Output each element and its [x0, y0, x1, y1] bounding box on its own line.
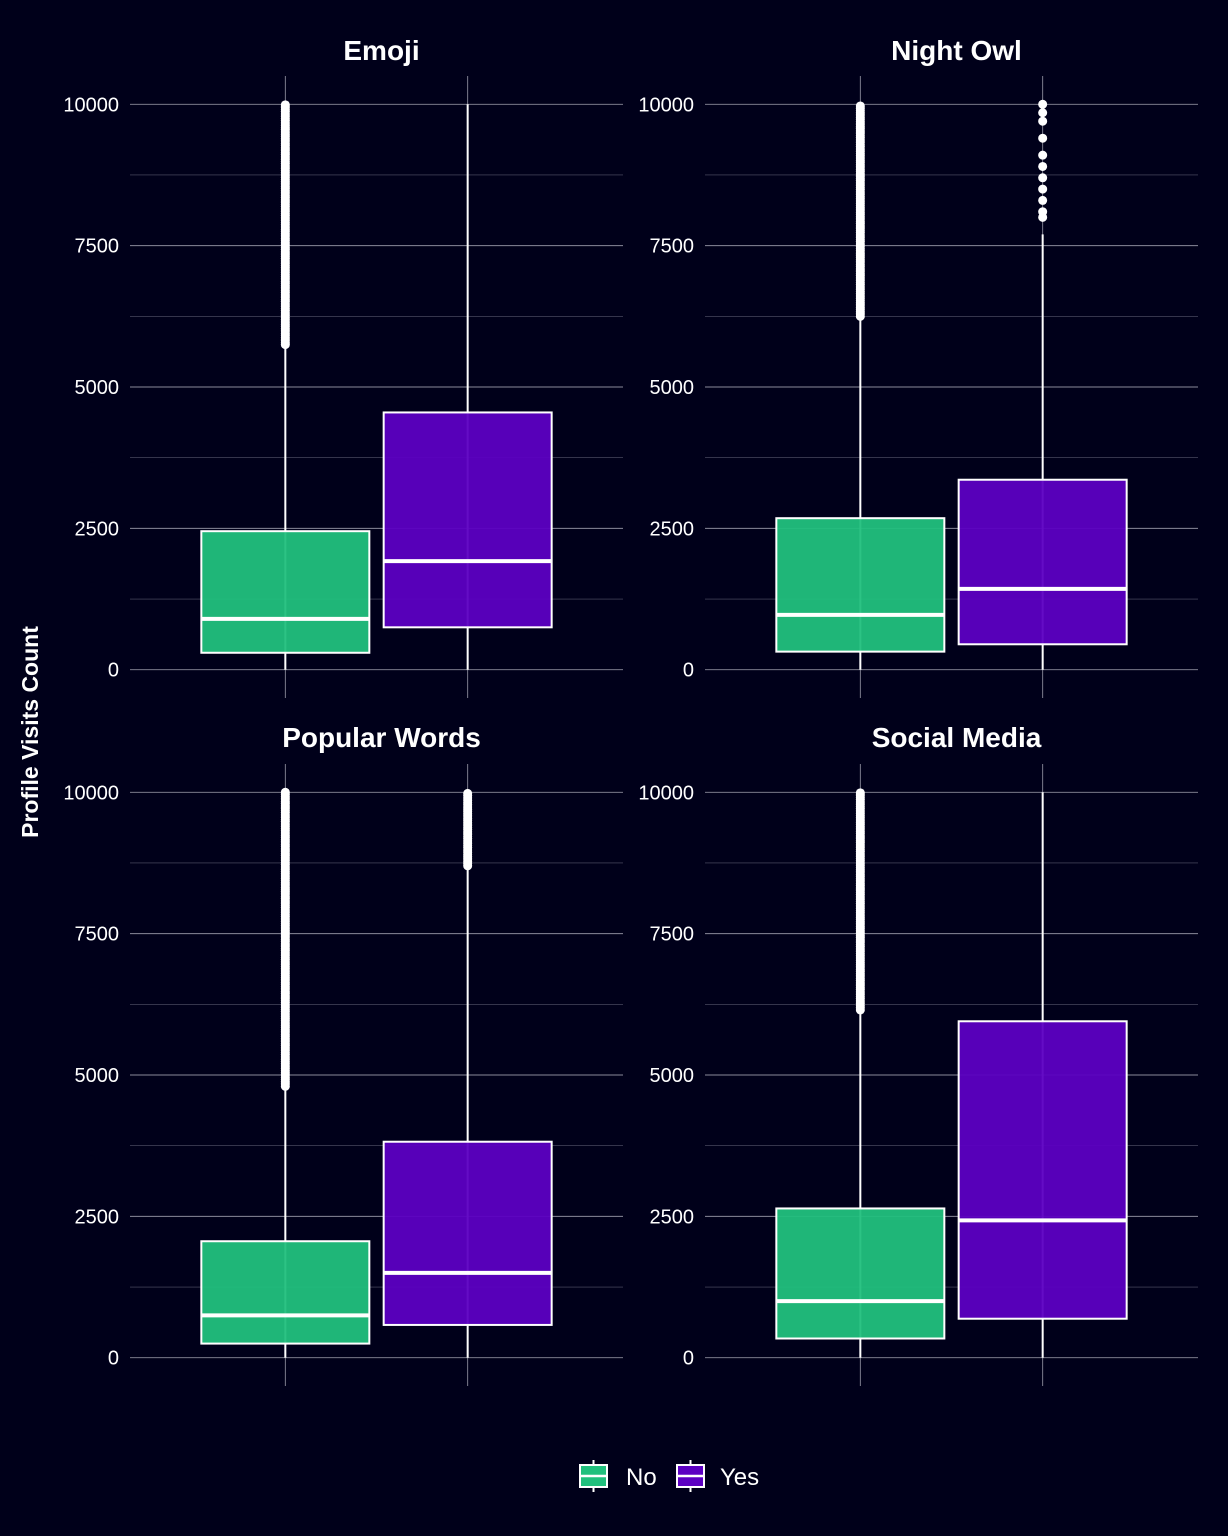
outlier-point: [855, 101, 865, 111]
outlier-point: [463, 788, 473, 798]
y-tick-label: 10000: [63, 94, 119, 116]
y-tick-label: 0: [683, 660, 694, 682]
outlier-point: [1038, 207, 1048, 217]
box-iqr: [957, 1020, 1128, 1320]
box-no: [200, 100, 371, 670]
box-iqr: [382, 1140, 553, 1326]
box-iqr: [200, 530, 371, 654]
panel-title: Social Media: [872, 722, 1042, 753]
outlier-point: [1038, 133, 1048, 143]
y-tick-label: 2500: [75, 1206, 120, 1228]
y-tick-label: 5000: [650, 377, 695, 399]
box-no: [200, 787, 371, 1358]
box-iqr: [775, 517, 946, 653]
box-no: [775, 101, 946, 670]
box-iqr: [200, 1240, 371, 1345]
facet-panels: Emoji 0 2500 5000 7500 10000 Night Owl 0 2500 500…: [63, 35, 1198, 1386]
y-tick-label: 2500: [650, 518, 695, 540]
legend-label: No: [626, 1464, 657, 1491]
panel-social-media: Social Media 0 2500 5000 7500 10000: [638, 722, 1198, 1386]
panel-title: Night Owl: [891, 35, 1022, 66]
outlier-point: [1038, 116, 1048, 126]
box-yes: [957, 792, 1128, 1358]
box-yes: [957, 99, 1128, 670]
panel-title: Popular Words: [282, 722, 481, 753]
panel-title: Emoji: [343, 35, 419, 66]
y-tick-label: 5000: [650, 1065, 695, 1087]
y-tick-label: 7500: [650, 236, 695, 258]
y-tick-label: 2500: [75, 518, 120, 540]
box-no: [775, 788, 946, 1358]
outlier-point: [1038, 108, 1048, 118]
box-iqr: [775, 1207, 946, 1340]
outlier-point: [1038, 184, 1048, 194]
panel-night-owl: Night Owl 0 2500 5000 7500 10000: [638, 35, 1198, 698]
y-tick-label: 5000: [75, 1065, 120, 1087]
outlier-point: [855, 788, 865, 798]
panel-popular-words: Popular Words 0 2500 5000 7500 10000: [63, 722, 623, 1386]
legend-item-yes: Yes: [676, 1460, 759, 1492]
outlier-point: [1038, 195, 1048, 205]
outlier-point: [280, 100, 290, 110]
y-axis-label: Profile Visits Count: [17, 626, 43, 838]
y-tick-label: 0: [108, 1348, 119, 1370]
y-tick-label: 0: [683, 1348, 694, 1370]
legend-item-no: No: [579, 1460, 657, 1492]
outlier-point: [1038, 99, 1048, 109]
y-tick-label: 10000: [63, 782, 119, 804]
y-tick-label: 10000: [638, 782, 694, 804]
legend-label: Yes: [720, 1464, 759, 1491]
outlier-point: [280, 787, 290, 797]
y-tick-label: 2500: [650, 1206, 695, 1228]
box-yes: [382, 788, 553, 1358]
y-tick-label: 7500: [75, 924, 120, 946]
outlier-point: [1038, 173, 1048, 183]
box-iqr: [382, 411, 553, 629]
y-tick-label: 5000: [75, 377, 120, 399]
y-tick-label: 10000: [638, 94, 694, 116]
outlier-point: [1038, 161, 1048, 171]
y-tick-label: 0: [108, 660, 119, 682]
y-tick-label: 7500: [75, 236, 120, 258]
box-iqr: [957, 478, 1128, 646]
outlier-point: [1038, 150, 1048, 160]
box-yes: [382, 104, 553, 670]
y-tick-label: 7500: [650, 924, 695, 946]
legend: No Yes: [579, 1460, 759, 1492]
panel-emoji: Emoji 0 2500 5000 7500 10000: [63, 35, 623, 698]
